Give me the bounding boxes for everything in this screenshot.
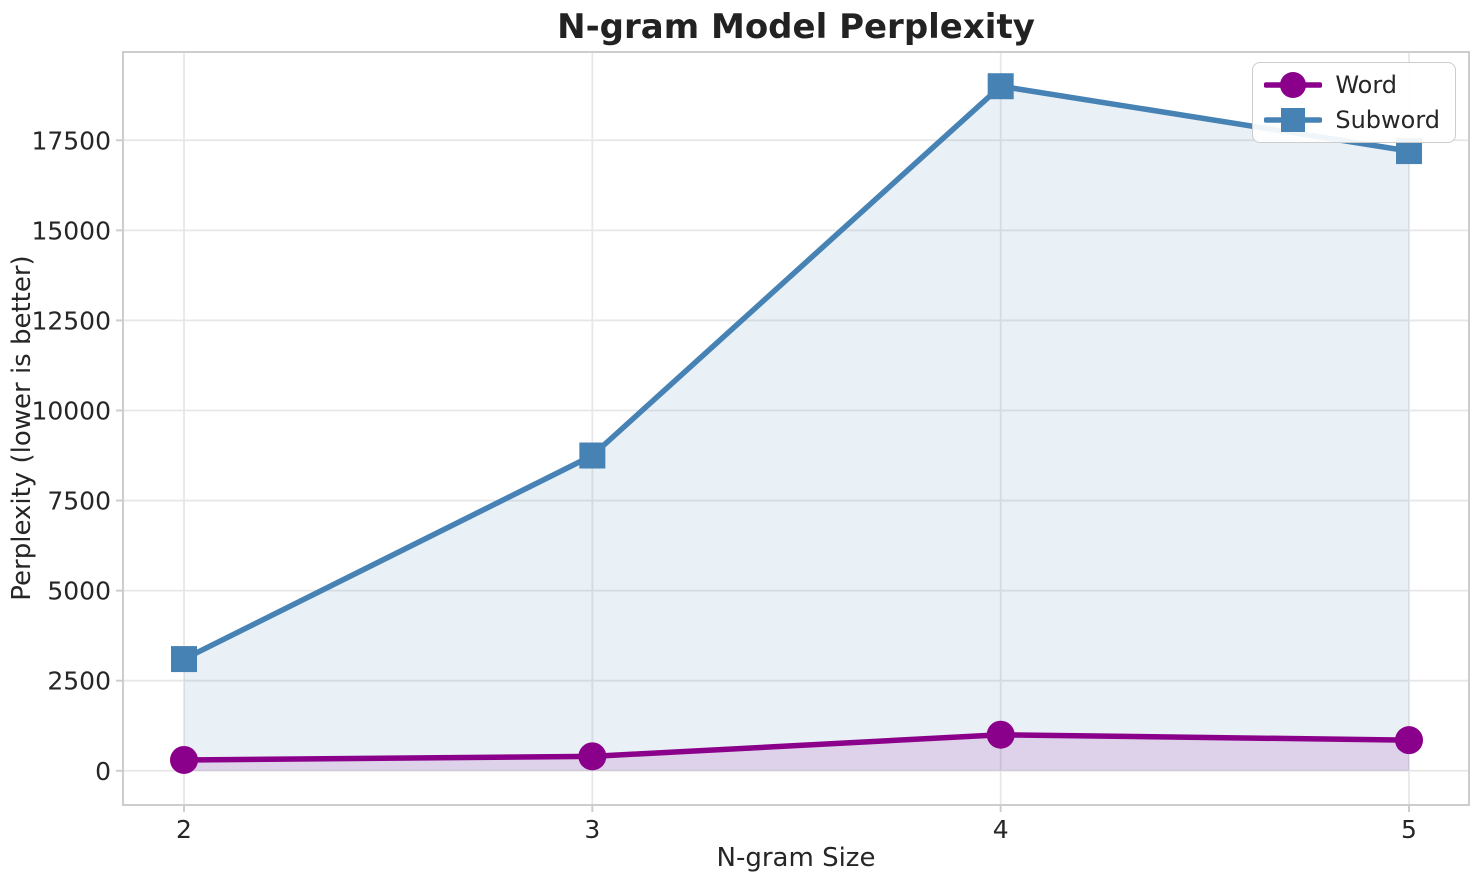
series-layer — [170, 73, 1424, 774]
data-point-subword — [171, 646, 198, 673]
legend-entry-subword[interactable]: Subword — [1264, 105, 1440, 135]
data-point-word — [1395, 726, 1424, 755]
legend-label: Word — [1335, 71, 1398, 99]
area-fill-subword — [184, 86, 1410, 771]
y-axis-label: Perplexity (lower is better) — [7, 255, 37, 600]
legend[interactable]: Word Subword — [1252, 62, 1456, 143]
x-tick-label: 5 — [1401, 815, 1417, 844]
line-subword — [181, 83, 1412, 662]
tick-label-layer: 2 3 4 5 0 2500 5000 7500 10000 12500 15000 17500 — [31, 126, 1416, 844]
tick-mark-layer — [116, 139, 1411, 812]
data-point-word — [986, 720, 1015, 749]
y-tick-label: 7500 — [47, 487, 111, 516]
legend-label: Subword — [1335, 106, 1440, 134]
area-fill-word — [184, 734, 1410, 771]
x-tick-label: 3 — [584, 815, 600, 844]
chart-title: N-gram Model Perplexity — [557, 7, 1035, 47]
data-point-subword — [579, 442, 606, 469]
legend-entry-word[interactable]: Word — [1264, 70, 1440, 100]
legend-marker — [1281, 108, 1306, 132]
y-tick-label: 12500 — [31, 306, 111, 335]
circle-marker-icon — [1264, 72, 1323, 98]
line-word — [181, 731, 1412, 763]
y-tick-label: 10000 — [31, 396, 111, 425]
x-axis-label: N-gram Size — [717, 843, 876, 873]
y-tick-label: 15000 — [31, 216, 111, 245]
y-tick-label: 5000 — [47, 577, 111, 606]
area-fill-layer — [184, 86, 1410, 771]
square-marker-icon — [1264, 108, 1323, 132]
y-tick-label: 0 — [95, 757, 111, 786]
data-point-word — [170, 745, 199, 774]
plot-border — [122, 51, 1470, 806]
x-tick-label: 4 — [993, 815, 1009, 844]
y-tick-label: 17500 — [31, 126, 111, 155]
grid-layer — [123, 52, 1469, 805]
data-point-subword — [987, 73, 1014, 100]
label-layer: N-gram Model Perplexity N-gram Size Perp… — [7, 7, 1035, 873]
data-point-word — [578, 742, 607, 771]
y-tick-label: 2500 — [47, 667, 111, 696]
x-tick-label: 2 — [176, 815, 192, 844]
legend-marker — [1280, 72, 1307, 98]
